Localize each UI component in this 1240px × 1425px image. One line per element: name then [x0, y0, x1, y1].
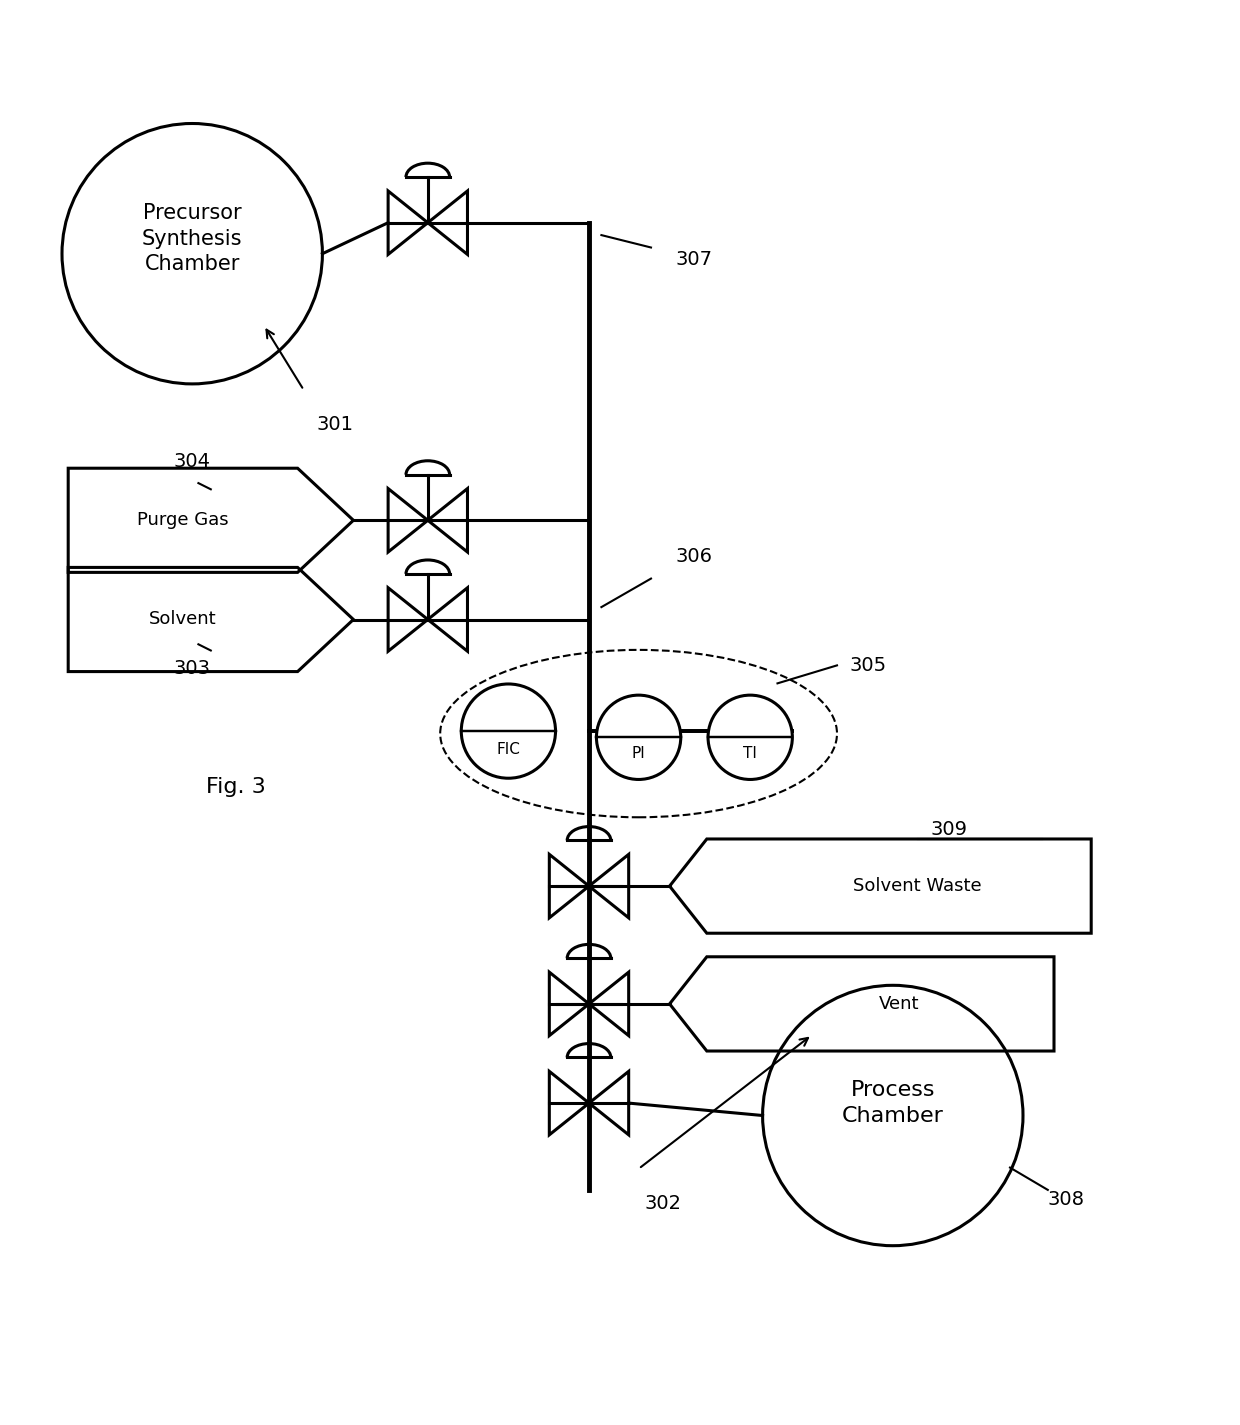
- Text: Purge Gas: Purge Gas: [138, 512, 228, 529]
- Text: 302: 302: [645, 1194, 682, 1213]
- Text: 308: 308: [1048, 1190, 1085, 1208]
- Circle shape: [596, 695, 681, 779]
- Text: Precursor
Synthesis
Chamber: Precursor Synthesis Chamber: [141, 204, 243, 275]
- Text: TI: TI: [743, 745, 758, 761]
- Text: PI: PI: [631, 745, 646, 761]
- Text: Solvent Waste: Solvent Waste: [853, 878, 982, 895]
- Text: 305: 305: [849, 656, 887, 675]
- Text: Solvent: Solvent: [149, 610, 217, 628]
- Circle shape: [461, 684, 556, 778]
- Text: Fig. 3: Fig. 3: [206, 777, 265, 797]
- Text: 303: 303: [174, 660, 211, 678]
- Text: 306: 306: [676, 547, 713, 566]
- Text: 304: 304: [174, 452, 211, 470]
- Text: Vent: Vent: [879, 995, 919, 1013]
- Text: 307: 307: [676, 251, 713, 269]
- Text: FIC: FIC: [496, 741, 521, 757]
- Circle shape: [708, 695, 792, 779]
- Text: 301: 301: [316, 415, 353, 433]
- Text: 309: 309: [930, 819, 967, 839]
- Text: Process
Chamber: Process Chamber: [842, 1080, 944, 1126]
